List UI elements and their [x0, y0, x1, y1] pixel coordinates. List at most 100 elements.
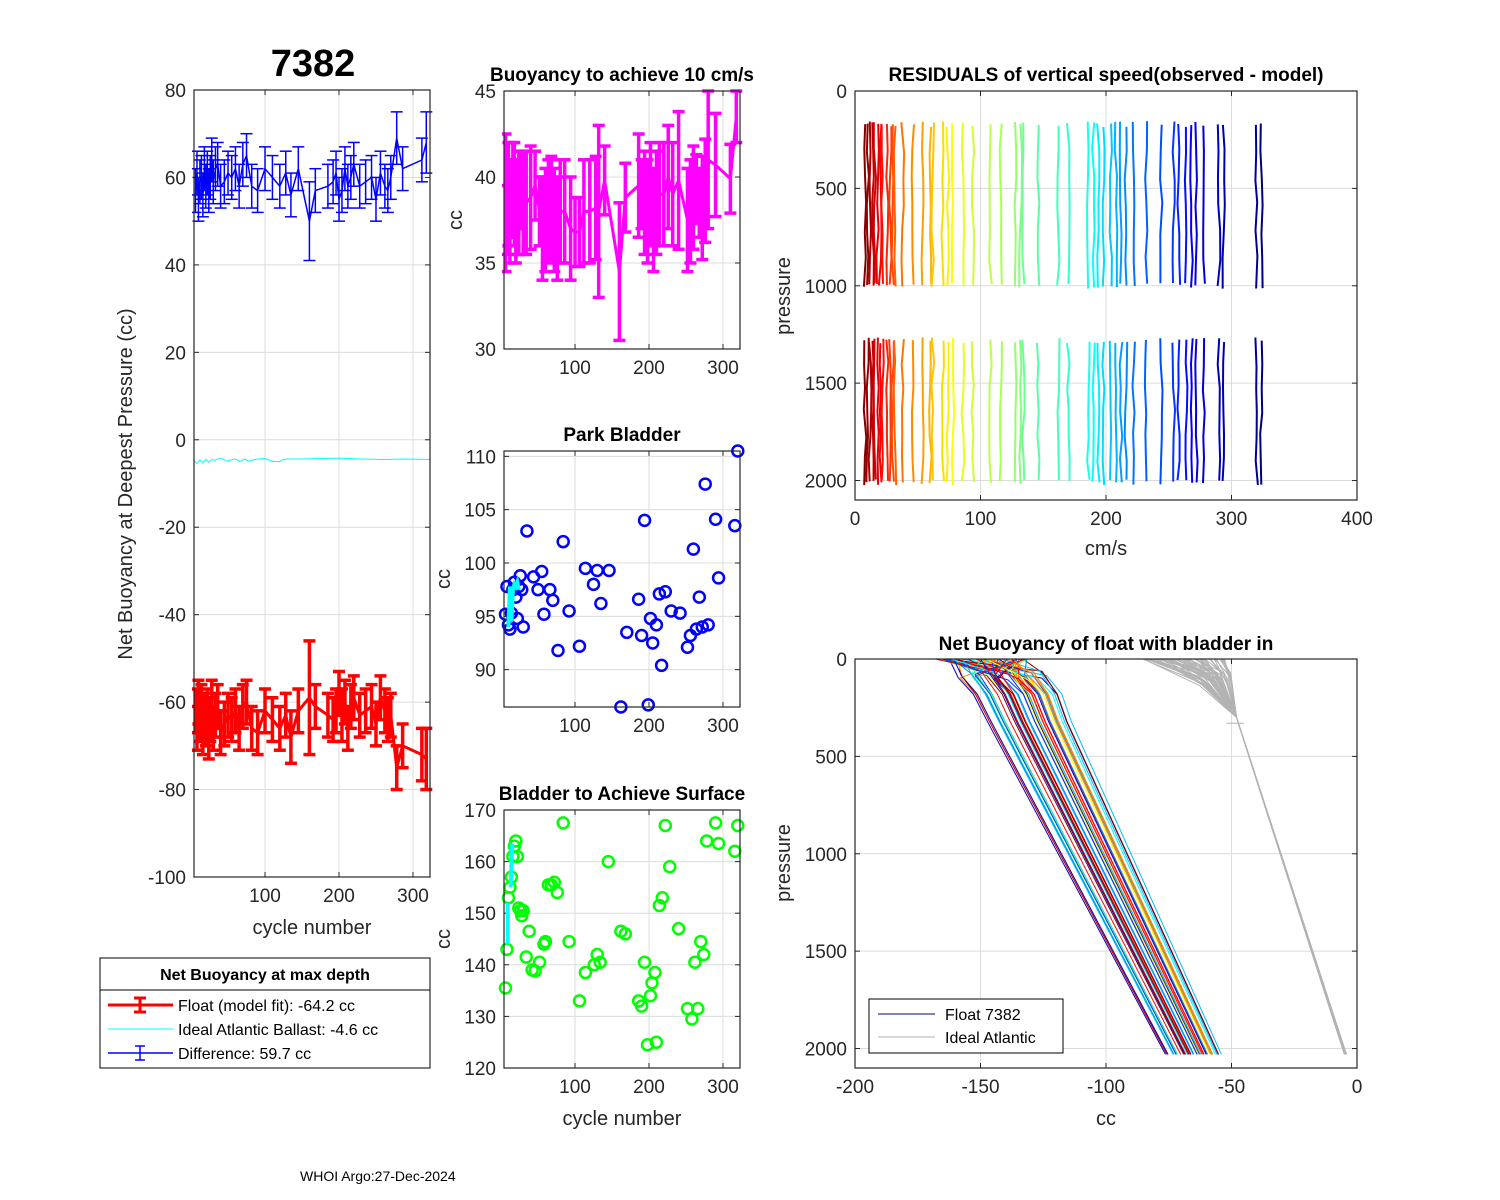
buoyancy-ylabel: cc — [445, 210, 467, 230]
y-tick-label: 105 — [464, 501, 496, 522]
data-point — [572, 994, 587, 1008]
float-profile — [997, 658, 1202, 1055]
residual-profile — [880, 338, 885, 481]
axes-frame — [193, 89, 431, 878]
y-tick-label: -20 — [159, 518, 186, 539]
ideal-atlantic-profile — [1142, 658, 1347, 1055]
bladder-in-chart: -200 -150 -100 -50 0 0 500 1000 1500 2000 — [805, 650, 1363, 1098]
residual-profile — [998, 341, 1003, 482]
ideal-atlantic-profile — [1204, 658, 1347, 1055]
residual-profile — [945, 342, 950, 482]
residual-profile — [878, 343, 883, 483]
x-tick-label: 200 — [633, 716, 665, 737]
float-profile — [967, 658, 1216, 1055]
buoyancy-10cms-chart: 100 200 300 30 35 40 45 — [475, 82, 743, 379]
residual-profile — [1086, 121, 1090, 289]
residual-profile — [930, 122, 935, 287]
residual-profile — [1176, 339, 1181, 481]
x-tick-label: 100 — [249, 886, 281, 907]
residual-profile — [885, 339, 890, 481]
data-point — [671, 921, 686, 936]
legend-entry-difference: Difference: 59.7 cc — [108, 1045, 311, 1063]
residual-profile — [1189, 338, 1194, 483]
net-buoyancy-legend: Net Buoyancy at max depth Float (model f… — [99, 957, 431, 1069]
residual-profile — [920, 121, 925, 286]
float-profile — [950, 658, 1192, 1055]
cyan-trace — [506, 574, 521, 628]
residual-profile — [1171, 121, 1176, 284]
data-point — [509, 834, 523, 848]
residual-profile — [1013, 342, 1018, 483]
data-point — [578, 965, 593, 980]
residual-profile — [862, 340, 868, 486]
residual-profile — [865, 123, 870, 285]
ideal-atlantic-profile — [1171, 658, 1347, 1055]
data-point — [513, 569, 528, 583]
residual-profile — [1101, 341, 1106, 486]
x-tick-label: 200 — [323, 886, 355, 907]
float-profile — [945, 658, 1219, 1055]
x-tick-label: 100 — [965, 509, 997, 530]
x-tick-label: 100 — [559, 358, 591, 379]
data-point — [664, 604, 678, 618]
residual-profile — [1066, 342, 1071, 481]
residuals-chart: 0 100 200 300 400 0 500 1000 1500 2000 — [805, 82, 1373, 530]
data-point — [572, 639, 587, 653]
residual-profile — [1221, 124, 1226, 289]
footer-text: WHOI Argo:27-Dec-2024 — [300, 1168, 456, 1184]
residual-profile — [880, 125, 884, 284]
residuals-xlabel: cm/s — [1085, 538, 1127, 560]
residual-profile — [1143, 339, 1148, 482]
ideal-atlantic-profile — [1176, 658, 1346, 1055]
y-tick-label: 0 — [836, 82, 847, 103]
ideal-atlantic-profile — [1175, 658, 1345, 1055]
residual-profile — [1176, 123, 1182, 285]
y-tick-label: -80 — [159, 781, 186, 802]
data-point — [673, 606, 687, 620]
residual-profile — [890, 124, 895, 286]
data-point — [696, 947, 711, 962]
net-buoyancy-deepest-chart: 100 200 300 -100 -80 -60 -40 -20 0 20 40 60 80 — [148, 81, 433, 907]
legend-entry-ideal: Ideal Atlantic Ballast: -4.6 cc — [108, 1022, 378, 1039]
ideal-atlantic-profile — [1220, 658, 1345, 1055]
residual-profile — [940, 340, 945, 482]
data-point — [578, 561, 593, 576]
residual-profile — [1114, 343, 1118, 483]
residual-profile — [1144, 121, 1149, 284]
data-point — [551, 643, 565, 658]
float-profile — [983, 658, 1213, 1055]
residual-profile — [1184, 339, 1189, 481]
residual-profile — [1201, 338, 1206, 484]
ideal-atlantic-profile — [1184, 658, 1347, 1055]
data-point — [546, 593, 560, 608]
buoyancy-errorbars — [502, 89, 743, 343]
data-point — [519, 950, 533, 964]
data-point — [685, 1012, 699, 1026]
residuals-ylabel: pressure — [773, 257, 795, 335]
data-point — [694, 934, 708, 949]
ideal-atlantic-profile — [1196, 658, 1346, 1055]
axes-frame — [503, 90, 741, 350]
data-point — [645, 636, 660, 650]
data-point — [686, 542, 701, 556]
residual-profile — [998, 123, 1003, 285]
y-tick-label: 2000 — [805, 472, 847, 493]
ideal-ballast-line — [193, 457, 431, 465]
data-point — [643, 989, 658, 1003]
data-point — [652, 898, 667, 913]
data-point — [691, 1001, 705, 1016]
float-profile — [1000, 658, 1218, 1055]
x-tick-label: 100 — [559, 1077, 591, 1098]
data-point — [520, 524, 534, 538]
residual-profile — [892, 340, 898, 486]
y-tick-label: 0 — [836, 650, 847, 671]
x-tick-label: 100 — [559, 716, 591, 737]
y-tick-label: 100 — [464, 554, 496, 575]
surface-ylabel: cc — [433, 929, 455, 949]
residual-profile — [900, 339, 905, 483]
data-point — [658, 818, 673, 833]
data-point — [699, 834, 714, 848]
residual-profile — [1254, 337, 1259, 486]
residual-profile — [1159, 124, 1164, 284]
